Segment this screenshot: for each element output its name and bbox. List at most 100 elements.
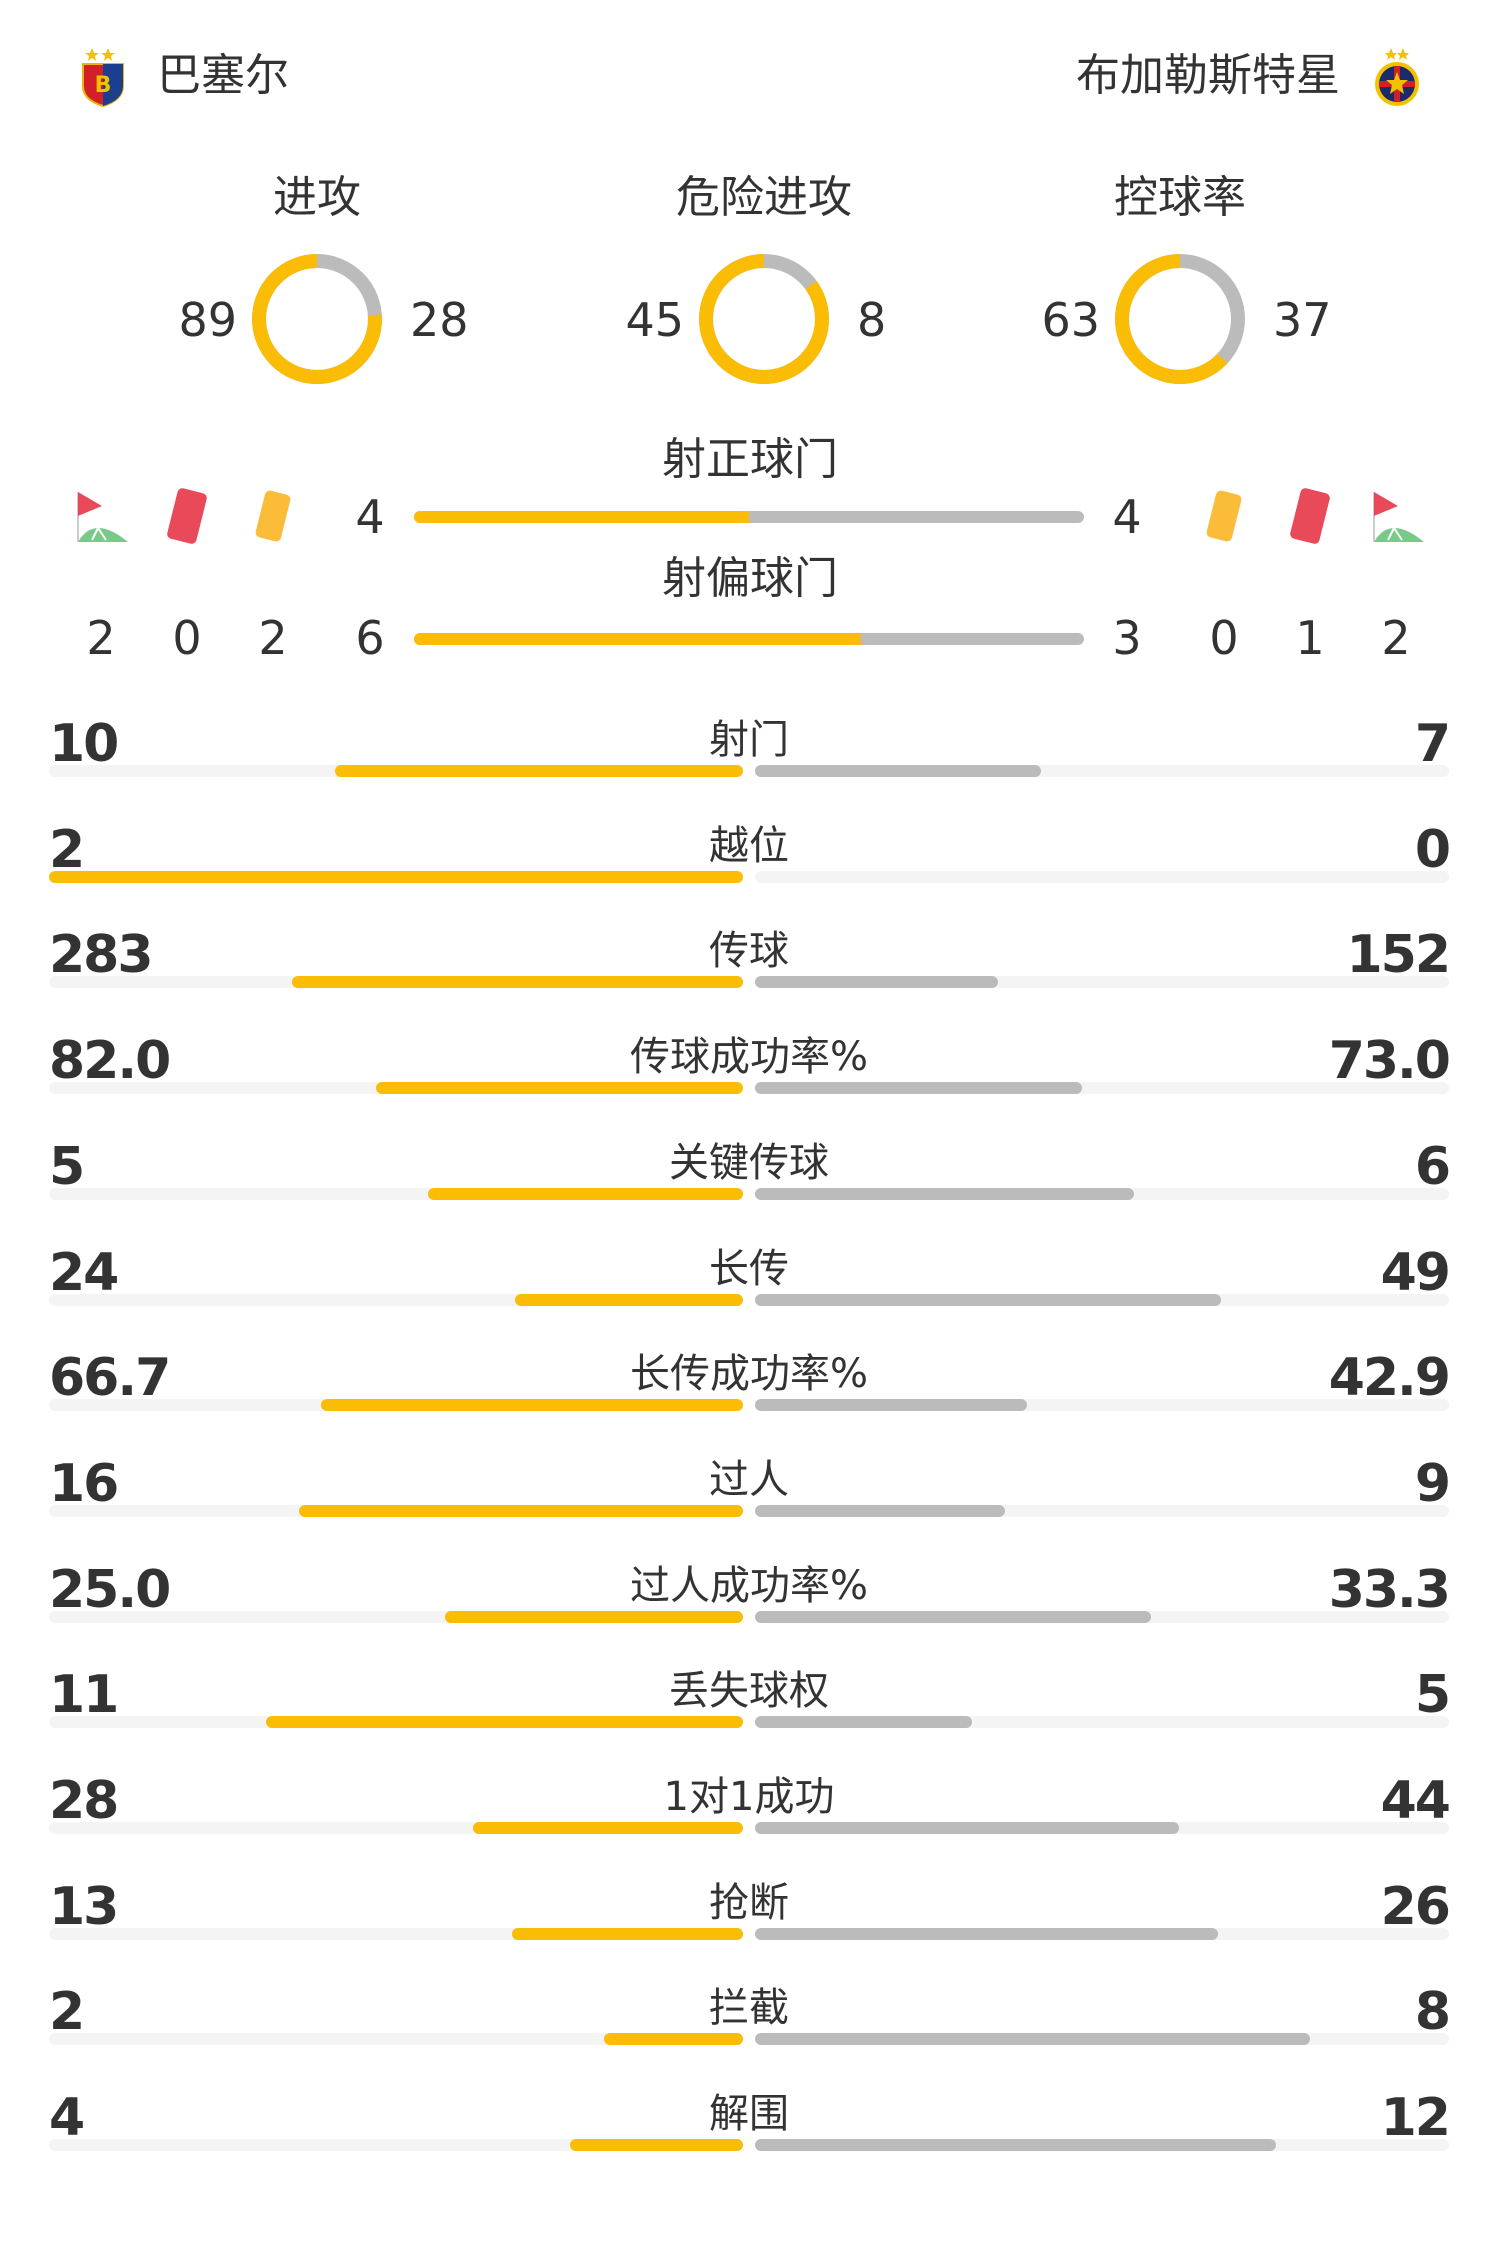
donut-home-arc — [699, 254, 829, 384]
stat-home-bar — [569, 2139, 743, 2152]
donut-chart — [699, 254, 829, 384]
shots-off-target-home-fill — [414, 633, 861, 645]
stat-home-track — [49, 765, 743, 777]
stat-label: 过人成功率% — [629, 1562, 868, 1609]
stat-away-track — [755, 1082, 1449, 1095]
donut-away-value: 8 — [857, 293, 887, 347]
stat-home-track — [49, 1716, 743, 1729]
stat-away-track — [755, 1293, 1449, 1306]
stat-row: 2 拦截 8 — [49, 1980, 1451, 2080]
away-yellow-card-icon — [1199, 486, 1243, 542]
stat-away-bar — [755, 1293, 1221, 1306]
stat-away-value: 49 — [1380, 1242, 1451, 1303]
stat-row: 11 丢失球权 5 — [49, 1663, 1451, 1763]
stat-row: 16 过人 9 — [49, 1452, 1451, 1552]
home-red-card-icon — [162, 486, 207, 544]
stat-row: 2 越位 0 — [49, 818, 1451, 918]
stat-home-value: 24 — [49, 1242, 119, 1303]
stat-home-value: 5 — [49, 1136, 85, 1197]
stat-home-value: 4 — [49, 2088, 85, 2149]
stat-away-bar — [755, 2139, 1276, 2152]
home-shots-off-target: 6 — [355, 611, 385, 665]
donut-home-arc — [1115, 254, 1245, 384]
home-corners: 2 — [86, 611, 116, 665]
stat-away-track — [755, 870, 1449, 883]
donut-home-value: 89 — [178, 293, 237, 347]
shots-on-target-home-fill — [414, 511, 749, 523]
away-team-name: 布加勒斯特星 — [1076, 50, 1340, 101]
stat-away-value: 73.0 — [1328, 1031, 1451, 1092]
stat-away-bar — [755, 2033, 1311, 2046]
stat-label: 射门 — [709, 717, 789, 763]
stat-home-value: 16 — [49, 1453, 119, 1514]
stat-label: 过人 — [709, 1456, 789, 1503]
stat-label: 越位 — [709, 822, 789, 869]
stat-row: 4 解围 12 — [49, 2086, 1451, 2186]
stat-home-value: 66.7 — [49, 1348, 171, 1409]
home-corner-flag-icon — [76, 488, 128, 544]
stat-away-value: 5 — [1414, 1665, 1451, 1726]
shots-on-target-label: 射正球门 — [662, 434, 838, 485]
stat-home-value: 13 — [49, 1876, 119, 1937]
stat-row: 82.0 传球成功率% 73.0 — [49, 1029, 1451, 1129]
stat-home-track — [49, 1187, 743, 1200]
stat-row: 28 1对1成功 44 — [49, 1769, 1451, 1869]
stat-row: 24 长传 49 — [49, 1241, 1451, 1341]
stat-home-track — [49, 1822, 743, 1834]
away-shots-off-target: 3 — [1112, 611, 1142, 665]
stat-away-track — [755, 1504, 1449, 1517]
donut-chart — [252, 254, 382, 384]
home-yellow-cards: 2 — [258, 611, 288, 665]
stat-home-bar — [291, 976, 743, 989]
stat-home-track — [49, 1927, 743, 1940]
stat-away-bar — [755, 765, 1041, 777]
donut-away-value: 28 — [410, 293, 469, 347]
stat-home-track — [49, 1293, 743, 1306]
stat-home-value: 28 — [49, 1771, 119, 1831]
donut-chart — [1115, 254, 1245, 384]
stat-home-bar — [445, 1610, 743, 1623]
stat-label: 关键传球 — [669, 1139, 829, 1186]
home-team-logo: B — [78, 44, 128, 108]
home-team-name: 巴塞尔 — [157, 50, 289, 101]
stat-away-bar — [755, 976, 998, 989]
stat-away-track — [755, 1716, 1449, 1729]
stat-home-bar — [511, 1927, 743, 1940]
stat-away-track — [755, 976, 1449, 989]
stat-away-track — [755, 765, 1449, 777]
stat-away-track — [755, 1927, 1449, 1940]
stat-home-value: 283 — [49, 925, 154, 986]
stat-home-track — [49, 2033, 743, 2046]
stat-away-track — [755, 1187, 1449, 1200]
stat-row: 13 抢断 26 — [49, 1875, 1451, 1975]
stat-home-value: 10 — [49, 714, 119, 774]
stat-home-track — [49, 870, 743, 883]
stat-label: 拦截 — [709, 1985, 789, 2032]
stat-home-track — [49, 2139, 743, 2152]
stat-away-value: 6 — [1414, 1136, 1451, 1197]
stat-home-bar — [320, 1399, 743, 1412]
stat-away-value: 12 — [1380, 2088, 1451, 2149]
stat-away-track — [755, 1399, 1449, 1412]
stat-home-value: 11 — [49, 1665, 119, 1726]
shots-off-target-label: 射偏球门 — [662, 553, 838, 604]
shots-on-target-bar — [414, 511, 1084, 523]
stat-away-bar — [755, 1504, 1005, 1517]
stat-row: 25.0 过人成功率% 33.3 — [49, 1558, 1451, 1658]
away-red-card-icon — [1285, 486, 1330, 544]
away-shots-on-target: 4 — [1112, 490, 1142, 544]
stat-label: 传球 — [709, 928, 789, 975]
stat-away-bar — [755, 1822, 1180, 1834]
donut-home-value: 45 — [625, 293, 684, 347]
stat-home-bar — [375, 1082, 743, 1095]
home-yellow-card-icon — [248, 486, 292, 542]
stat-away-value: 33.3 — [1328, 1559, 1451, 1620]
stat-row: 10 射门 7 — [49, 712, 1451, 812]
stat-home-track — [49, 1399, 743, 1412]
stat-home-bar — [298, 1504, 743, 1517]
stat-away-track — [755, 2033, 1449, 2046]
stat-label: 1对1成功 — [663, 1774, 835, 1820]
away-corner-flag-icon — [1372, 488, 1424, 544]
stat-label: 抢断 — [709, 1879, 789, 1926]
stat-row: 5 关键传球 6 — [49, 1135, 1451, 1235]
